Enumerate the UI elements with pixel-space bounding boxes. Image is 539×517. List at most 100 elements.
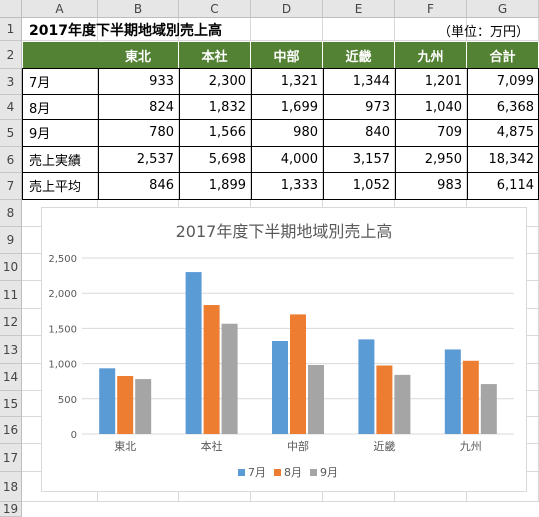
y-tick-label: 1,500	[48, 324, 77, 335]
row-header-10[interactable]: 10	[0, 254, 22, 281]
chart-svg: 2017年度下半期地域別売上高 0 500 1,000 1,500 2,000 2,500 東…	[48, 222, 514, 479]
row-header-1[interactable]: 1	[0, 18, 22, 41]
table-cell[interactable]: 1,040	[424, 100, 462, 115]
row-header-3[interactable]: 3	[0, 69, 22, 95]
table-border	[98, 68, 99, 200]
table-border	[23, 146, 539, 147]
y-tick-label: 2,500	[48, 254, 77, 265]
bar-7月-九州	[444, 349, 461, 434]
table-cell[interactable]: 1,832	[208, 100, 246, 115]
row-header-14[interactable]: 14	[0, 364, 22, 391]
row-header-11[interactable]: 11	[0, 281, 22, 309]
row-header-4[interactable]: 4	[0, 95, 22, 120]
column-header-g[interactable]: G	[467, 0, 539, 18]
table-cell[interactable]: 5,698	[208, 152, 246, 167]
table-cell[interactable]: 780	[149, 125, 174, 140]
bar-8月-東北	[117, 375, 134, 434]
y-tick-label: 0	[71, 430, 77, 441]
row-header-6[interactable]: 6	[0, 147, 22, 173]
table-cell[interactable]: 1,566	[208, 125, 246, 140]
bar-7月-中部	[272, 341, 288, 434]
column-header-b[interactable]: B	[98, 0, 179, 18]
sheet-title[interactable]: 2017年度下半期地域別売上高	[29, 23, 222, 39]
bar-8月-近畿	[376, 365, 393, 434]
table-row-label[interactable]: 売上実績	[29, 154, 82, 169]
table-cell[interactable]: 6,114	[496, 178, 534, 193]
y-tick-label: 500	[58, 395, 77, 406]
row-header-19[interactable]: 19	[0, 502, 22, 517]
row-header-12[interactable]: 12	[0, 309, 22, 336]
grid-line	[22, 40, 539, 41]
table-cell[interactable]: 4,000	[280, 152, 318, 167]
table-row-label[interactable]: 8月	[29, 102, 51, 117]
table-cell[interactable]: 3,157	[352, 152, 390, 167]
table-cell[interactable]: 1,899	[208, 178, 246, 193]
table-header-cell[interactable]: 本社	[179, 42, 251, 69]
table-row-label[interactable]: 7月	[29, 76, 51, 91]
row-header-16[interactable]: 16	[0, 417, 22, 444]
table-cell[interactable]: 980	[293, 125, 318, 140]
row-header-13[interactable]: 13	[0, 336, 22, 364]
table-cell[interactable]: 840	[365, 125, 390, 140]
x-tick-label: 近畿	[373, 439, 395, 453]
bar-9月-近畿	[394, 374, 411, 434]
table-cell[interactable]: 1,052	[352, 178, 390, 193]
table-cell[interactable]: 2,537	[136, 152, 174, 167]
table-row-label[interactable]: 9月	[29, 127, 51, 142]
table-cell[interactable]: 709	[437, 125, 462, 140]
bar-9月-本社	[221, 323, 238, 434]
bar-8月-中部	[290, 314, 306, 434]
row-header-18[interactable]: 18	[0, 472, 22, 502]
column-header-a[interactable]: A	[22, 0, 98, 18]
table-header-cell[interactable]: 中部	[251, 42, 323, 69]
table-cell[interactable]: 983	[437, 178, 462, 193]
sales-chart[interactable]: 2017年度下半期地域別売上高 0 500 1,000 1,500 2,000 2,500 東…	[41, 207, 527, 492]
table-cell[interactable]: 1,699	[280, 100, 318, 115]
table-border	[23, 68, 539, 69]
table-border	[23, 172, 539, 173]
table-border	[22, 68, 23, 200]
table-cell[interactable]: 846	[149, 178, 174, 193]
table-border	[467, 68, 468, 200]
table-cell[interactable]: 1,201	[424, 74, 462, 89]
table-header-cell[interactable]: 九州	[395, 42, 467, 69]
select-all-corner[interactable]	[0, 0, 22, 18]
table-cell[interactable]: 933	[149, 74, 174, 89]
row-header-7[interactable]: 7	[0, 173, 22, 200]
legend-entry: 8月	[284, 466, 302, 479]
column-header-c[interactable]: C	[179, 0, 251, 18]
table-header-cell[interactable]: 近畿	[323, 42, 395, 69]
table-header-cell[interactable]: 東北	[98, 42, 179, 69]
bar-7月-東北	[99, 368, 116, 434]
bar-7月-近畿	[358, 339, 375, 434]
row-header-8[interactable]: 8	[0, 200, 22, 227]
x-tick-label: 中部	[287, 439, 309, 453]
table-cell[interactable]: 18,342	[488, 152, 535, 167]
column-header-f[interactable]: F	[395, 0, 467, 18]
table-cell[interactable]: 2,300	[208, 74, 246, 89]
table-row-label[interactable]: 売上平均	[29, 180, 82, 195]
bar-9月-東北	[135, 379, 152, 434]
table-cell[interactable]: 824	[149, 100, 174, 115]
table-cell[interactable]: 6,368	[496, 100, 534, 115]
table-cell[interactable]: 1,321	[280, 74, 318, 89]
table-cell[interactable]: 1,333	[280, 178, 318, 193]
table-header-cell[interactable]: 合計	[467, 42, 539, 69]
row-header-9[interactable]: 9	[0, 227, 22, 254]
column-header-e[interactable]: E	[323, 0, 395, 18]
table-cell[interactable]: 973	[365, 100, 390, 115]
row-header-5[interactable]: 5	[0, 120, 22, 147]
table-border	[395, 68, 396, 200]
row-header-15[interactable]: 15	[0, 391, 22, 417]
unit-label[interactable]: （単位：万円）	[437, 25, 529, 40]
bar-8月-九州	[462, 360, 479, 434]
table-cell[interactable]: 1,344	[352, 74, 390, 89]
column-header-d[interactable]: D	[251, 0, 323, 18]
table-border	[251, 68, 252, 200]
table-cell[interactable]: 2,950	[424, 152, 462, 167]
row-header-17[interactable]: 17	[0, 444, 22, 472]
row-header-2[interactable]: 2	[0, 41, 22, 69]
table-border	[323, 68, 324, 200]
table-cell[interactable]: 7,099	[496, 74, 534, 89]
table-cell[interactable]: 4,875	[496, 125, 534, 140]
